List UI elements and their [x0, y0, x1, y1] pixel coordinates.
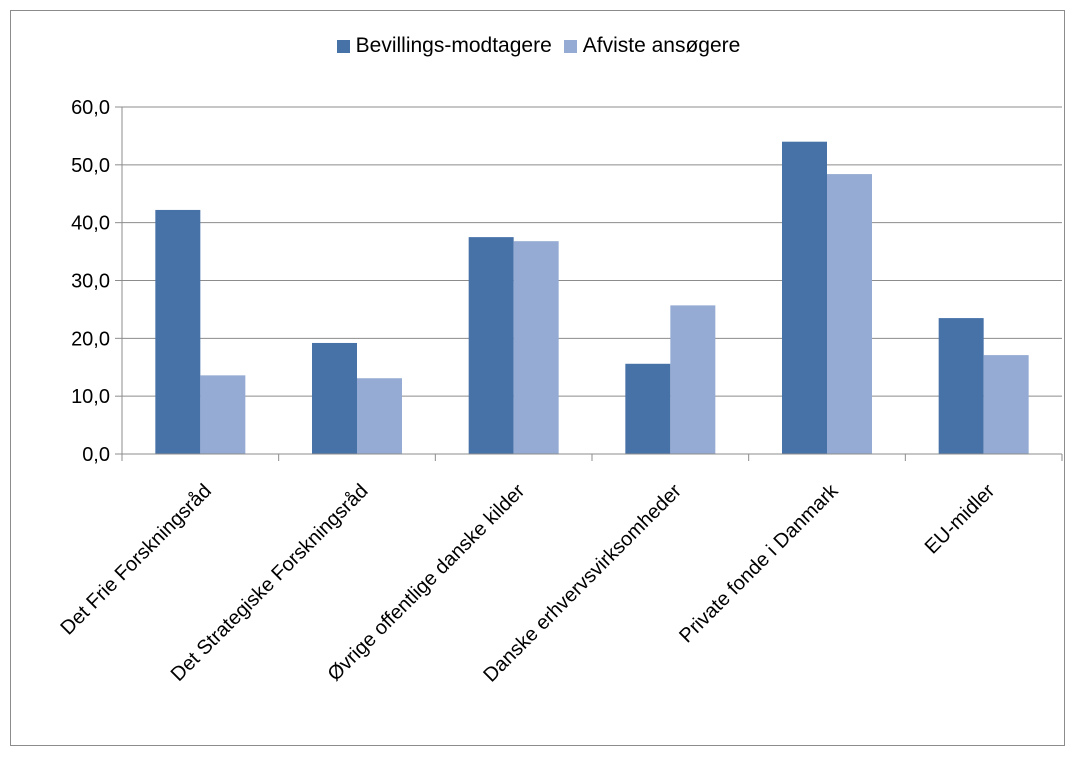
x-tick-label: EU-midler — [921, 480, 1000, 559]
legend: Bevillings-modtagere Afviste ansøgere — [0, 34, 1077, 58]
y-tick-label: 20,0 — [71, 328, 110, 350]
bar — [155, 209, 201, 454]
bar — [670, 305, 716, 454]
legend-entry-bevillings: Bevillings-modtagere — [336, 34, 552, 58]
y-tick-label: 60,0 — [71, 97, 110, 119]
bar — [357, 378, 402, 454]
legend-swatch-afviste — [563, 39, 577, 53]
y-tick-label: 0,0 — [82, 444, 110, 466]
x-tick-label: Det Frie Forskningsråd — [56, 480, 215, 639]
y-tick-label: 40,0 — [71, 213, 110, 235]
legend-label-afviste: Afviste ansøgere — [582, 34, 741, 57]
bar — [312, 342, 357, 454]
y-tick-label: 50,0 — [71, 155, 110, 177]
legend-entry-afviste: Afviste ansøgere — [563, 34, 741, 58]
gridlines — [122, 106, 1062, 397]
bar — [468, 237, 514, 454]
legend-label-bevillings: Bevillings-modtagere — [355, 34, 552, 57]
y-tick-label: 10,0 — [71, 386, 110, 408]
bar — [782, 141, 827, 454]
bars — [155, 141, 1029, 454]
bar — [938, 318, 984, 454]
y-tick-label: 30,0 — [71, 271, 110, 293]
bar — [513, 241, 559, 454]
bar — [625, 363, 671, 454]
x-tick-label: Private fonde i Danmark — [675, 479, 843, 647]
bar — [200, 375, 246, 454]
legend-swatch-bevillings — [336, 39, 350, 53]
axes — [115, 106, 1063, 461]
bar — [983, 355, 1029, 454]
bar — [827, 174, 872, 454]
